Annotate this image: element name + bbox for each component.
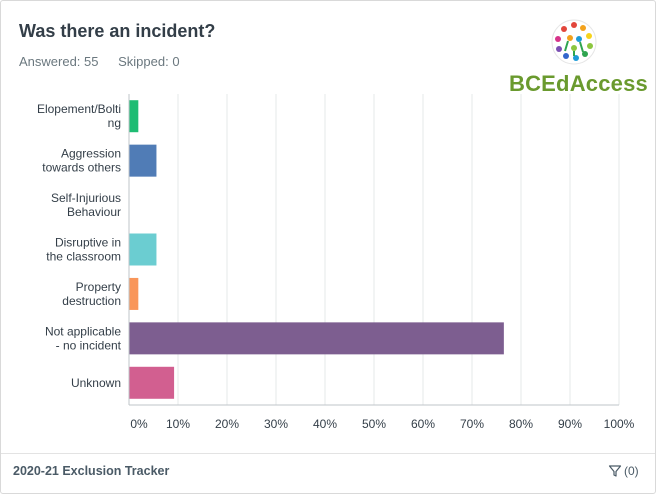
bar (129, 233, 157, 266)
filter-button[interactable]: (0) (608, 464, 639, 478)
category-label: - no incident (56, 338, 122, 352)
x-tick-label: 10% (166, 417, 190, 431)
category-label: Self-Injurious (51, 191, 121, 205)
footer-divider (1, 453, 655, 454)
filter-count: (0) (624, 464, 639, 478)
category-label: towards others (42, 161, 121, 175)
bar-chart: 0% 10% 20% 30% 40% 50% 60% 70% 80% 90% 100% Elopeme… (37, 94, 635, 431)
x-tick-label: 0% (130, 417, 148, 431)
x-tick-label: 30% (264, 417, 288, 431)
category-label: Elopement/Bolti (37, 102, 121, 116)
category-label: Property (76, 280, 121, 294)
category-label: ng (108, 116, 121, 130)
x-tick-label: 20% (215, 417, 239, 431)
logo-text: BCEdAccess (509, 71, 648, 96)
skipped-count: Skipped: 0 (118, 54, 180, 69)
survey-title: 2020-21 Exclusion Tracker (13, 464, 170, 478)
category-label: Behaviour (67, 205, 121, 219)
bar (129, 366, 175, 399)
category-label: Aggression (61, 147, 121, 161)
x-tick-label: 50% (362, 417, 386, 431)
category-label: the classroom (46, 250, 121, 264)
response-summary: Answered: 55 Skipped: 0 (19, 54, 180, 69)
category-label: Disruptive in (55, 236, 121, 250)
category-label: Not applicable (45, 324, 121, 338)
bcedaccess-logo: BCEdAccess (509, 18, 648, 98)
x-tick-label: 70% (460, 417, 484, 431)
bar (129, 144, 157, 177)
question-title: Was there an incident? (19, 21, 216, 41)
answered-count: Answered: 55 (19, 54, 99, 69)
bar (129, 322, 504, 355)
x-tick-label: 60% (411, 417, 435, 431)
bar (129, 277, 139, 310)
filter-funnel-icon (608, 465, 622, 477)
x-tick-label: 40% (313, 417, 337, 431)
x-tick-label: 90% (558, 417, 582, 431)
category-label: Unknown (71, 376, 121, 390)
bar (129, 100, 139, 133)
x-tick-label: 80% (509, 417, 533, 431)
category-label: destruction (62, 294, 121, 308)
people-circle-logo-icon (551, 19, 597, 65)
x-tick-label: 100% (604, 417, 635, 431)
